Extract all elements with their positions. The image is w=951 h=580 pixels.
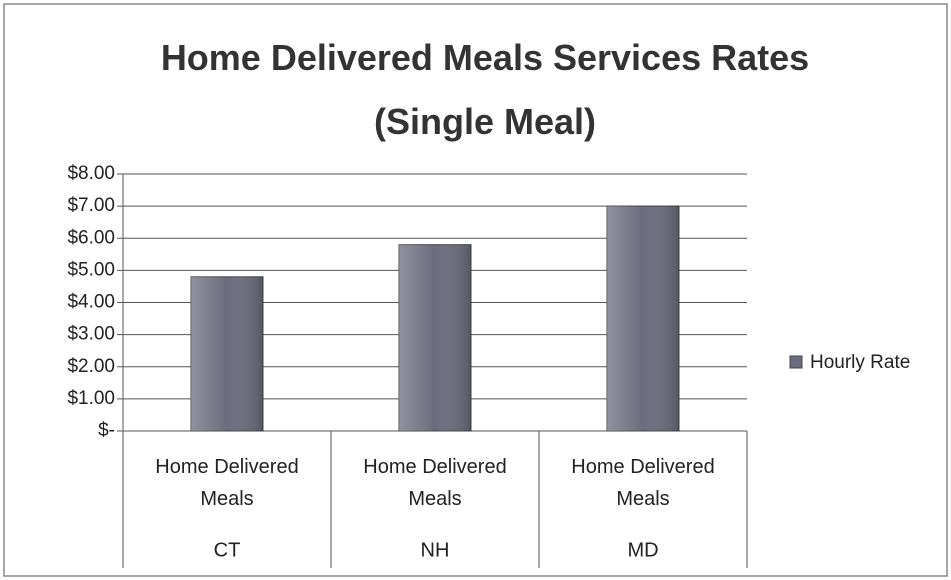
x-group-label: Home Delivered Meals — [363, 456, 507, 510]
y-tick-label: $6.00 — [67, 227, 115, 248]
chart-border — [3, 3, 948, 577]
x-tick-label: NH — [421, 539, 450, 561]
y-tick-label: $- — [98, 420, 115, 441]
x-group-label: Home Delivered Meals — [155, 456, 299, 510]
y-tick-label: $1.00 — [67, 388, 115, 409]
bar-shade — [399, 244, 471, 431]
bar-shade — [607, 206, 679, 431]
legend-label: Hourly Rate — [810, 352, 910, 373]
legend-swatch — [789, 355, 803, 369]
y-tick-label: $2.00 — [67, 356, 115, 377]
x-tick-label: MD — [627, 539, 658, 561]
x-tick-label: CT — [214, 539, 241, 561]
y-tick-label: $8.00 — [67, 163, 115, 184]
bar-shade — [191, 276, 263, 431]
x-group-label: Home Delivered Meals — [571, 456, 715, 510]
y-tick-label: $4.00 — [67, 292, 115, 313]
y-tick-label: $3.00 — [67, 324, 115, 345]
y-tick-label: $7.00 — [67, 195, 115, 216]
y-tick-label: $5.00 — [67, 259, 115, 280]
chart-title: Home Delivered Meals Services Rates (Sin… — [160, 37, 810, 142]
